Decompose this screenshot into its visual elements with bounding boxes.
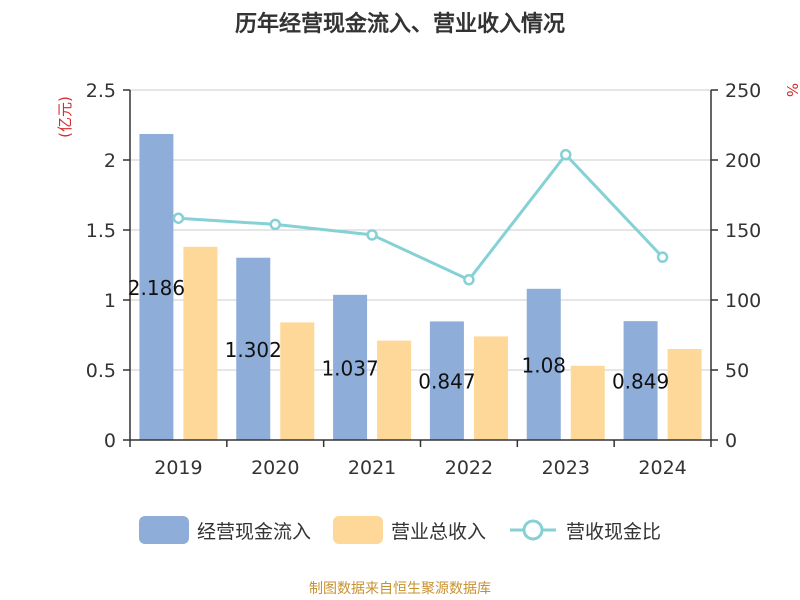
bar-revenue [473, 336, 508, 440]
data-label-cash-flow: 1.037 [321, 356, 378, 380]
legend: 经营现金流入 营业总收入 营收现金比 [0, 516, 800, 544]
legend-swatch-revenue [332, 516, 383, 544]
data-label-cash-flow: 1.08 [521, 353, 566, 377]
right-axis-unit: % [783, 83, 800, 97]
left-tick-label: 1.5 [86, 220, 116, 242]
bar-revenue [667, 349, 702, 440]
data-label-cash-flow: 1.302 [225, 338, 282, 362]
grid-lines [130, 89, 711, 371]
bar-cash-flow [429, 321, 464, 440]
left-tick-label: 2 [104, 150, 116, 172]
right-tick-label: 250 [725, 80, 761, 102]
right-tick-label: 200 [725, 150, 761, 172]
legend-item-ratio[interactable]: 营收现金比 [508, 516, 661, 544]
right-tick-label: 50 [725, 360, 749, 382]
data-label-cash-flow: 0.847 [418, 370, 475, 394]
right-tick-label: 150 [725, 220, 761, 242]
bar-cash-flow [139, 133, 174, 440]
legend-label-cash-flow: 经营现金流入 [196, 520, 311, 543]
ratio-line-path [178, 152, 664, 282]
source-note: 制图数据来自恒生聚源数据库 [309, 581, 491, 597]
ratio-point [172, 212, 185, 224]
bar-cash-flow [623, 321, 658, 440]
ratio-point [463, 273, 475, 286]
left-tick-label: 0.5 [86, 360, 116, 382]
bar-revenue [280, 322, 315, 440]
axes: 0 0.5 1 1.5 2 2.5 0 50 100 150 200 250 2019 2020 2021 2… [86, 80, 761, 479]
bars [139, 133, 702, 440]
data-label-cash-flow: 2.186 [128, 276, 185, 300]
left-axis-unit: (亿元) [56, 96, 74, 138]
x-tick-label: 2021 [348, 457, 396, 479]
right-tick-label: 0 [725, 430, 737, 452]
ratio-point [269, 218, 281, 231]
data-label-cash-flow: 0.849 [612, 370, 669, 394]
bar-revenue [377, 340, 412, 440]
bar-revenue [570, 365, 605, 440]
legend-item-cash-flow[interactable]: 经营现金流入 [138, 516, 311, 544]
legend-swatch-cash-flow [138, 516, 189, 544]
ratio-point [366, 229, 378, 241]
data-labels: 2.186 1.302 1.037 0.847 1.08 0.849 [128, 276, 669, 394]
x-tick-label: 2020 [251, 457, 299, 479]
legend-label-revenue: 营业总收入 [390, 520, 486, 543]
right-tick-label: 100 [725, 290, 761, 312]
left-tick-label: 0 [104, 430, 116, 452]
legend-swatch-ratio [510, 519, 556, 541]
bar-cash-flow [236, 257, 271, 440]
chart-title: 历年经营现金流入、营业收入情况 [234, 12, 565, 37]
legend-item-revenue[interactable]: 营业总收入 [332, 516, 486, 544]
left-tick-label: 1 [104, 290, 116, 312]
x-tick-label: 2022 [445, 457, 493, 479]
ratio-point [656, 251, 669, 263]
x-tick-label: 2023 [542, 457, 590, 479]
ratio-line [172, 148, 669, 286]
bar-cash-flow [333, 294, 368, 440]
x-tick-label: 2024 [638, 457, 686, 479]
x-tick-label: 2019 [154, 457, 202, 479]
bar-revenue [183, 246, 218, 440]
left-tick-label: 2.5 [86, 80, 116, 102]
ratio-point [560, 148, 572, 161]
bar-cash-flow [526, 288, 561, 440]
legend-label-ratio: 营收现金比 [566, 520, 662, 543]
